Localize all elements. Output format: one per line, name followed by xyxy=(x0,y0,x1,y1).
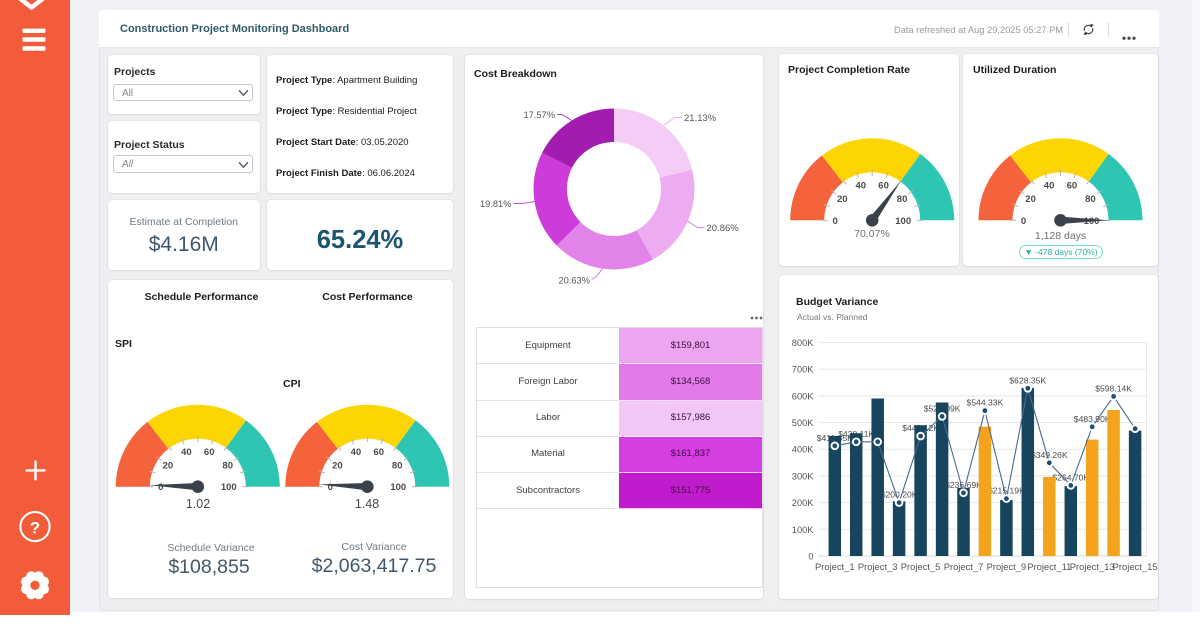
svg-text:100: 100 xyxy=(895,216,911,227)
svg-text:?: ? xyxy=(30,519,40,538)
svg-text:21.13%: 21.13% xyxy=(684,113,717,124)
svg-text:17.57%: 17.57% xyxy=(523,110,555,120)
svg-text:500K: 500K xyxy=(791,418,814,428)
svg-text:Project_3: Project_3 xyxy=(857,561,897,572)
svg-text:200K: 200K xyxy=(791,498,814,508)
svg-text:0: 0 xyxy=(808,552,813,562)
svg-text:60: 60 xyxy=(878,181,889,192)
svg-text:$598.14K: $598.14K xyxy=(1095,383,1132,393)
svg-text:60: 60 xyxy=(1067,181,1078,192)
svg-text:20.86%: 20.86% xyxy=(706,223,739,234)
svg-text:600K: 600K xyxy=(791,391,814,401)
svg-text:40: 40 xyxy=(181,447,192,458)
svg-text:60: 60 xyxy=(373,447,384,458)
svg-text:60: 60 xyxy=(204,447,215,458)
svg-text:0: 0 xyxy=(158,482,163,493)
svg-text:300K: 300K xyxy=(791,471,814,481)
svg-text:0: 0 xyxy=(832,216,837,227)
svg-text:0: 0 xyxy=(1021,216,1026,227)
svg-text:Project_1: Project_1 xyxy=(814,561,854,572)
svg-text:$215.19K: $215.19K xyxy=(988,486,1025,496)
svg-text:80: 80 xyxy=(392,461,403,472)
svg-text:80: 80 xyxy=(1085,194,1096,205)
svg-text:Project_7: Project_7 xyxy=(943,561,983,572)
svg-text:20: 20 xyxy=(1025,194,1036,205)
svg-text:20: 20 xyxy=(837,194,848,205)
svg-text:$628.35K: $628.35K xyxy=(1009,375,1046,385)
svg-text:$483.90K: $483.90K xyxy=(1073,414,1110,424)
svg-text:Project_5: Project_5 xyxy=(900,561,940,572)
svg-text:20: 20 xyxy=(332,461,343,472)
svg-text:19.81%: 19.81% xyxy=(479,199,511,209)
svg-text:20: 20 xyxy=(163,461,174,472)
svg-text:40: 40 xyxy=(1044,181,1055,192)
svg-text:Project_13: Project_13 xyxy=(1069,561,1114,572)
svg-text:100: 100 xyxy=(221,482,237,493)
svg-text:800K: 800K xyxy=(791,338,814,348)
svg-text:$349.26K: $349.26K xyxy=(1030,450,1067,460)
svg-text:40: 40 xyxy=(351,447,362,458)
svg-text:$200.20K: $200.20K xyxy=(880,490,917,500)
svg-text:100: 100 xyxy=(390,482,406,493)
svg-text:$264.70K: $264.70K xyxy=(1052,472,1089,482)
svg-text:700K: 700K xyxy=(791,365,814,375)
svg-text:40: 40 xyxy=(855,181,866,192)
svg-text:Project_11: Project_11 xyxy=(1027,561,1071,572)
svg-text:$236.69K: $236.69K xyxy=(945,480,982,490)
svg-text:400K: 400K xyxy=(791,445,814,455)
svg-text:80: 80 xyxy=(222,461,233,472)
svg-text:20.63%: 20.63% xyxy=(558,275,590,285)
svg-text:Project_15: Project_15 xyxy=(1112,561,1157,572)
svg-text:0: 0 xyxy=(328,482,333,493)
svg-text:$544.33K: $544.33K xyxy=(966,398,1003,408)
svg-text:100K: 100K xyxy=(791,525,814,535)
svg-text:Project_9: Project_9 xyxy=(986,561,1026,572)
svg-text:80: 80 xyxy=(896,194,907,205)
